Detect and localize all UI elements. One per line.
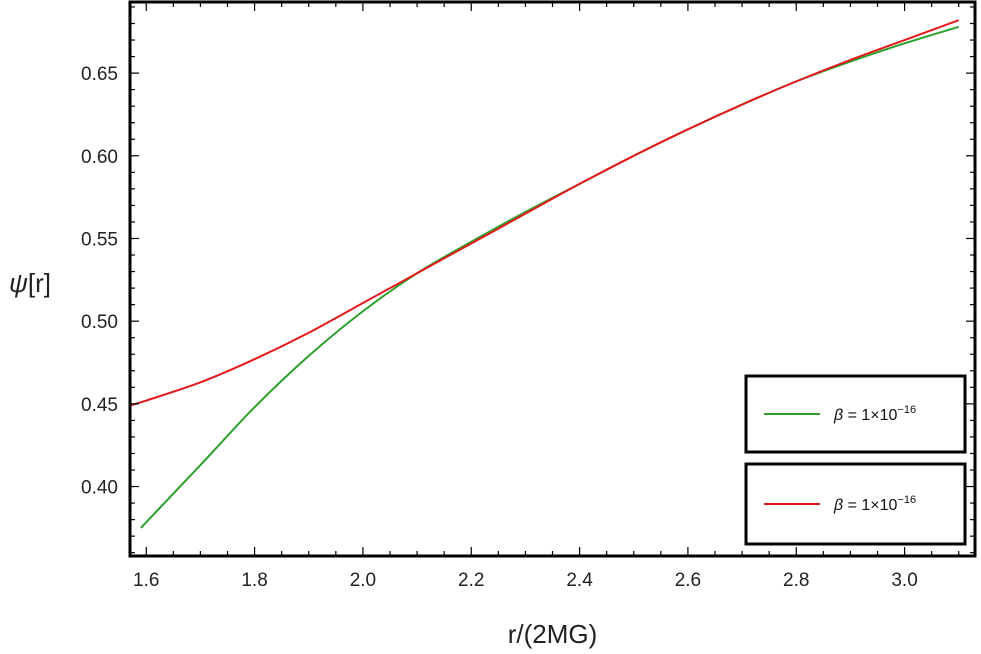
y-tick-label: 0.40	[81, 478, 118, 499]
legend: β = 1×10−16β = 1×10−16	[744, 374, 967, 546]
legend-label: β = 1×10−16	[833, 494, 916, 514]
legend-label-symbol: β	[833, 497, 843, 514]
ticks-layer: 1.6 1.8 2.0 2.2 2.4 2.6 2.8 3.0 0.40 0.45 0.50 0.55…	[81, 2, 975, 591]
y-tick-label: 0.50	[81, 312, 118, 333]
x-tick-label: 1.8	[241, 570, 267, 591]
y-tick-label: 0.55	[81, 229, 118, 250]
series-line-red	[129, 19, 960, 407]
x-tick-label: 2.8	[783, 570, 809, 591]
legend-label-text: = 1×10	[843, 497, 897, 514]
y-tick-label: 0.65	[81, 64, 118, 85]
y-tick-label: 0.60	[81, 147, 118, 168]
y-tick-label: 0.45	[81, 395, 118, 416]
series-layer	[129, 19, 960, 529]
legend-label-superscript: −16	[897, 404, 916, 416]
x-tick-label: 3.0	[891, 570, 917, 591]
legend-label: β = 1×10−16	[833, 404, 916, 424]
legend-entry: β = 1×10−16	[744, 374, 967, 454]
legend-entry: β = 1×10−16	[744, 462, 967, 546]
y-axis-label-suffix: [r]	[28, 268, 51, 298]
x-tick-label: 2.0	[350, 570, 376, 591]
legend-label-symbol: β	[833, 407, 843, 424]
x-tick-label: 1.6	[133, 570, 159, 591]
legend-box	[744, 374, 967, 454]
y-axis-label-symbol: ψ	[9, 268, 28, 298]
x-axis-label: r/(2MG)	[508, 619, 598, 649]
x-tick-label: 2.6	[675, 570, 701, 591]
legend-label-superscript: −16	[897, 494, 916, 506]
x-tick-label: 2.4	[566, 570, 593, 591]
x-tick-label: 2.2	[458, 570, 484, 591]
legend-box	[744, 462, 967, 546]
y-axis-label: ψ[r]	[9, 268, 51, 298]
legend-label-text: = 1×10	[843, 407, 897, 424]
